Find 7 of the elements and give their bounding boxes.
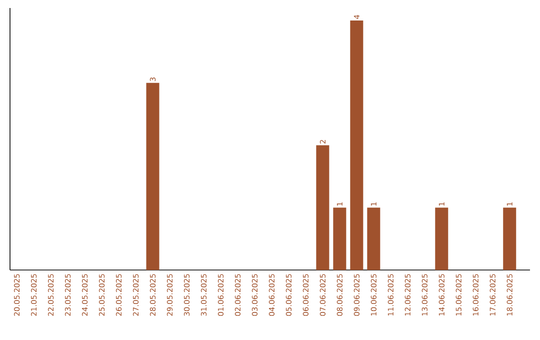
bar: [146, 82, 160, 270]
bar: [367, 208, 380, 270]
bar: [333, 208, 346, 270]
bar: [316, 145, 330, 270]
bar: [435, 208, 448, 270]
bar: [503, 208, 516, 270]
bar: [350, 20, 364, 270]
